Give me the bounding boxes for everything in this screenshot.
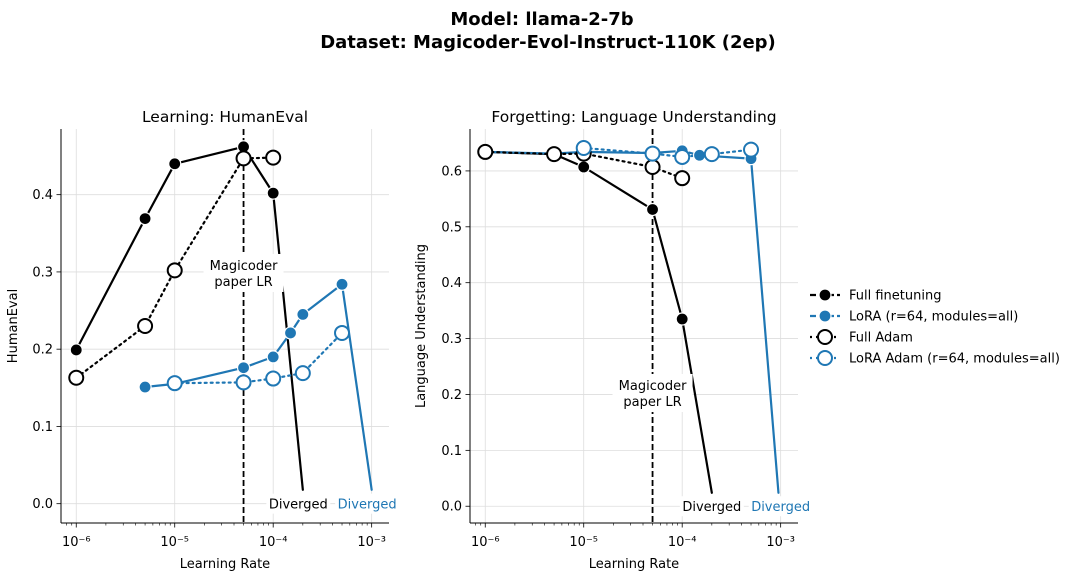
- data-point: [137, 318, 154, 334]
- data-point: [294, 365, 311, 382]
- humaneval-panel: 10⁻⁶ 10⁻⁵ 10⁻⁴ 10⁻³ 0.0 0.1 0.2 0.3 0.4 Learning:…: [6, 108, 400, 572]
- data-point: [266, 350, 280, 364]
- x-tick-label: 10⁻⁴: [668, 535, 697, 550]
- x-axis-title: Learning Rate: [589, 557, 679, 572]
- data-point: [235, 374, 252, 391]
- data-point: [575, 140, 592, 157]
- y-tick-label: 0.3: [32, 265, 53, 280]
- diverge-line: [681, 317, 713, 494]
- language-understanding-panel: 10⁻⁶ 10⁻⁵ 10⁻⁴ 10⁻³ 0.0 0.1 0.2 0.3 0.4 0.5 0.6 For…: [414, 108, 813, 572]
- reference-label-box: [203, 254, 284, 292]
- x-tick-label: 10⁻³: [766, 535, 795, 550]
- data-point: [477, 143, 494, 160]
- annotation-box: [748, 496, 813, 517]
- legend-label: LoRA Adam (r=64, modules=all): [849, 352, 1060, 367]
- y-tick-label: 0.2: [32, 343, 53, 358]
- annotation-box: [679, 496, 744, 517]
- reference-label: Magicoder: [619, 379, 687, 394]
- y-tick-label: 0.4: [441, 276, 462, 291]
- data-point: [166, 262, 183, 279]
- y-axis-title: HumanEval: [6, 289, 21, 363]
- reference-label: paper LR: [623, 395, 681, 410]
- annotation-label: Diverged: [269, 498, 328, 513]
- data-point: [546, 146, 563, 163]
- data-point: [645, 202, 660, 217]
- panel-title: Learning: HumanEval: [142, 108, 308, 126]
- y-tick-label: 0.6: [441, 164, 462, 179]
- reference-label: paper LR: [214, 275, 272, 290]
- panel-title: Forgetting: Language Understanding: [491, 108, 776, 126]
- data-point: [674, 148, 691, 165]
- diverge-line: [340, 283, 373, 491]
- data-point: [68, 369, 85, 386]
- annotation-label: Diverged: [751, 500, 810, 515]
- data-point: [266, 186, 280, 200]
- y-axis-title: Language Understanding: [414, 244, 429, 408]
- legend-marker: [818, 288, 832, 302]
- x-axis-title: Learning Rate: [180, 557, 270, 572]
- data-point: [235, 150, 252, 167]
- diverge-line: [272, 192, 304, 491]
- data-point: [675, 312, 689, 326]
- legend-label: LoRA (r=64, modules=all): [849, 310, 1018, 325]
- legend: Full finetuning LoRA (r=64, modules=all) F…: [810, 288, 1060, 367]
- legend-marker: [818, 309, 832, 323]
- y-tick-label: 0.2: [441, 388, 462, 403]
- data-point: [644, 159, 661, 176]
- suptitle-line-2: Dataset: Magicoder-Evol-Instruct-110K (2…: [320, 32, 776, 53]
- series-line: [173, 331, 344, 385]
- data-point: [334, 324, 351, 341]
- y-tick-label: 0.5: [441, 220, 462, 235]
- data-point: [138, 212, 152, 226]
- suptitle-line-1: Model: llama-2-7b: [450, 9, 633, 30]
- y-tick-label: 0.1: [32, 420, 53, 435]
- data-point: [335, 277, 349, 291]
- legend-label: Full Adam: [849, 331, 913, 346]
- data-point: [703, 146, 720, 163]
- data-point: [692, 148, 707, 162]
- data-point: [283, 326, 298, 340]
- reference-label: Magicoder: [210, 259, 278, 274]
- data-point: [236, 361, 251, 375]
- annotation-box: [266, 493, 331, 514]
- legend-label: Full finetuning: [849, 289, 941, 304]
- reference-label-box: [612, 374, 693, 412]
- x-tick-label: 10⁻³: [357, 535, 386, 550]
- data-point: [166, 375, 183, 392]
- y-tick-label: 0.1: [441, 444, 462, 459]
- y-tick-label: 0.0: [32, 497, 53, 512]
- data-point: [743, 141, 760, 158]
- annotation-box: [335, 493, 400, 514]
- y-tick-label: 0.3: [441, 332, 462, 347]
- data-point: [69, 343, 83, 357]
- data-point: [296, 307, 310, 322]
- x-tick-label: 10⁻⁵: [160, 535, 189, 550]
- annotation-label: Diverged: [338, 498, 397, 513]
- data-point: [265, 370, 282, 387]
- x-tick-label: 10⁻⁵: [569, 535, 598, 550]
- annotation-label: Diverged: [682, 500, 741, 515]
- data-point: [138, 380, 152, 394]
- data-point: [674, 170, 691, 187]
- x-tick-label: 10⁻⁶: [471, 535, 500, 550]
- diverge-line: [749, 157, 780, 494]
- x-tick-label: 10⁻⁴: [259, 535, 288, 550]
- data-point: [644, 145, 661, 162]
- legend-marker: [817, 350, 833, 366]
- data-point: [265, 149, 282, 166]
- data-point: [577, 160, 591, 174]
- y-tick-label: 0.4: [32, 188, 53, 203]
- x-tick-label: 10⁻⁶: [62, 535, 91, 550]
- y-tick-label: 0.0: [441, 500, 462, 515]
- data-point: [168, 157, 182, 171]
- legend-marker: [817, 329, 833, 345]
